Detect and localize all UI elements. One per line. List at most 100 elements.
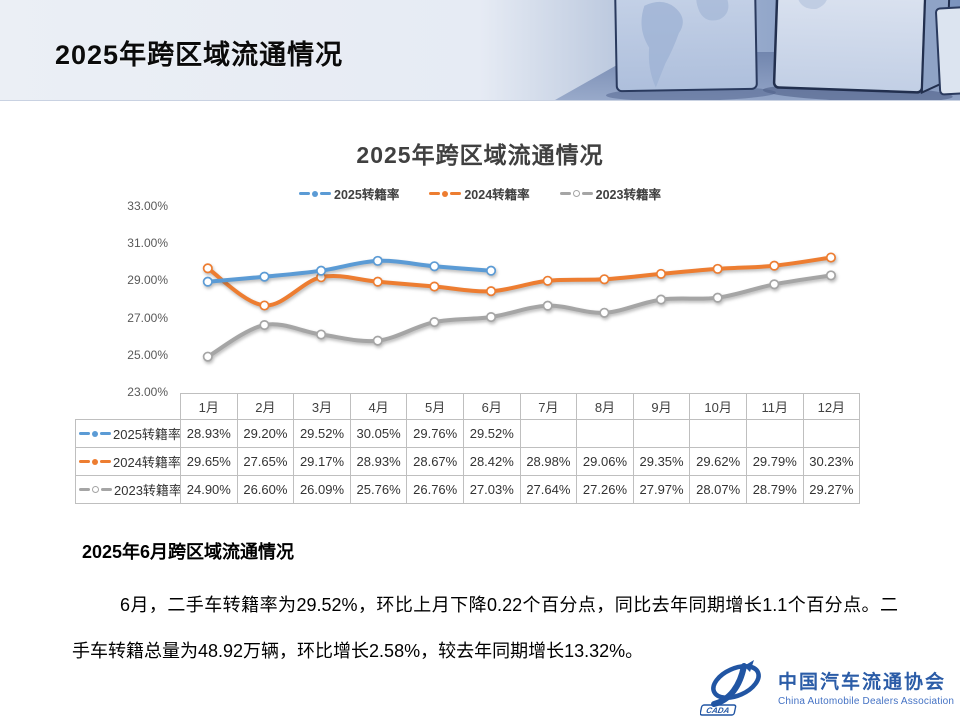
table-value-cell: 29.76%: [406, 419, 464, 448]
y-tick-label: 29.00%: [127, 273, 168, 288]
legend-item: 2025转籍率: [299, 184, 399, 203]
data-point-marker: [825, 270, 836, 281]
table-value-cell: 29.79%: [745, 447, 804, 476]
table-value-cell: 29.62%: [689, 447, 747, 476]
table-value-cell: [802, 419, 861, 448]
table-value-cell: [689, 419, 747, 448]
series-marker-icon: [559, 190, 593, 197]
table-value-cell: 26.09%: [293, 475, 351, 504]
series-name: 2025转籍率: [113, 427, 181, 442]
data-point-marker: [316, 265, 327, 276]
table-value-cell: 30.05%: [349, 419, 408, 448]
table-value-cell: 28.98%: [519, 447, 578, 476]
data-point-marker: [372, 276, 383, 287]
table-value-cell: 29.65%: [180, 447, 238, 476]
cada-emblem-icon: CADA: [700, 660, 761, 716]
data-point-marker: [429, 317, 440, 328]
table-corner-cell: [75, 393, 181, 420]
table-value-cell: 27.65%: [236, 447, 295, 476]
series-legend-cell: 2024转籍率: [75, 447, 181, 476]
logo-cn: 中国汽车流通协会: [778, 672, 947, 693]
legend-label: 2024转籍率: [464, 188, 530, 202]
month-header-cell: 10月: [689, 393, 747, 420]
data-point-marker: [202, 276, 213, 287]
table-value-cell: [519, 419, 578, 448]
cada-logo: CADA 中国汽车流通协会 China Automobile Dealers A…: [700, 658, 954, 716]
table-value-cell: 30.23%: [802, 447, 861, 476]
cada-abbr: CADA: [705, 706, 730, 715]
series-marker-icon: [429, 190, 462, 197]
data-point-marker: [259, 271, 270, 282]
data-point-marker: [429, 261, 440, 272]
table-value-cell: 25.76%: [349, 475, 408, 504]
series-marker-icon: [79, 430, 111, 437]
table-value-cell: 26.76%: [406, 475, 464, 504]
month-header-cell: 2月: [236, 393, 295, 420]
data-point-marker: [712, 263, 723, 274]
table-value-cell: 29.27%: [802, 475, 861, 504]
header-cubes-decoration: [0, 0, 960, 100]
table-value-cell: 28.93%: [180, 419, 238, 448]
chart-data-table: 1月 2月 3月 4月 5月 6月 7月 8月 9月 10月 11月 12月 2025转籍率 28.93%…: [75, 393, 861, 504]
y-tick-label: 27.00%: [127, 310, 168, 325]
table-row: 2023转籍率 24.90% 26.60% 26.09% 25.76% 26.76% 27.…: [75, 475, 861, 504]
table-value-cell: 27.97%: [632, 475, 691, 504]
data-point-marker: [429, 281, 440, 292]
data-point-marker: [542, 275, 553, 286]
y-tick-label: 31.00%: [127, 236, 168, 251]
data-point-marker: [259, 319, 270, 331]
month-header-cell: 3月: [293, 393, 351, 420]
chart-title: 2025年跨区域流通情况: [356, 142, 604, 168]
series-marker-icon: [79, 486, 112, 493]
month-header-cell: 9月: [632, 393, 691, 420]
table-value-cell: 26.60%: [236, 475, 295, 504]
month-header-cell: 4月: [349, 393, 408, 420]
data-point-marker: [485, 265, 497, 276]
series-marker-icon: [299, 190, 332, 197]
month-header-cell: 12月: [802, 393, 861, 420]
table-value-cell: 28.67%: [406, 447, 464, 476]
logo-en: China Automobile Dealers Association: [778, 696, 955, 707]
y-tick-label: 25.00%: [127, 347, 168, 362]
month-header-cell: 6月: [462, 393, 521, 420]
data-point-marker: [202, 263, 213, 274]
data-point-marker: [485, 286, 497, 297]
legend-item: 2024转籍率: [429, 184, 530, 203]
series-legend-cell: 2023转籍率: [75, 475, 181, 504]
data-point-marker: [599, 307, 610, 318]
month-header-cell: 7月: [519, 393, 578, 420]
table-value-cell: 27.64%: [519, 475, 578, 504]
series-name: 2023转籍率: [114, 483, 181, 498]
table-value-cell: 28.93%: [349, 447, 408, 476]
data-point-marker: [259, 300, 270, 311]
data-point-marker: [485, 311, 497, 323]
data-point-marker: [655, 268, 667, 279]
data-point-marker: [599, 274, 610, 285]
table-value-cell: 28.42%: [462, 447, 521, 476]
data-point-marker: [542, 300, 553, 311]
chart-legend: 2025转籍率 2024转籍率 2023转籍率: [0, 184, 960, 203]
series-marker-icon: [79, 458, 111, 465]
table-value-cell: [632, 419, 691, 448]
series-2023转籍率: [202, 270, 836, 362]
table-value-cell: [576, 419, 634, 448]
data-point-marker: [316, 272, 327, 283]
table-value-cell: 24.90%: [180, 475, 238, 504]
table-value-cell: 27.03%: [462, 475, 521, 504]
table-value-cell: 27.26%: [576, 475, 634, 504]
month-header-cell: 8月: [576, 393, 634, 420]
table-value-cell: 29.20%: [236, 419, 295, 448]
legend-item: 2023转籍率: [559, 184, 661, 203]
table-value-cell: 28.07%: [689, 475, 747, 504]
month-header-cell: 1月: [180, 393, 238, 420]
section-heading: 2025年6月跨区域流通情况: [82, 542, 295, 562]
series-2025转籍率: [202, 255, 497, 287]
table-value-cell: 29.17%: [293, 447, 351, 476]
data-point-marker: [202, 351, 213, 362]
summary-paragraph: 6月，二手车转籍率为29.52%，环比上月下降0.22个百分点，同比去年同期增长…: [72, 595, 898, 661]
data-point-marker: [712, 292, 723, 303]
month-header-cell: 11月: [745, 393, 804, 420]
data-point-marker: [769, 260, 780, 271]
data-point-marker: [769, 279, 780, 290]
